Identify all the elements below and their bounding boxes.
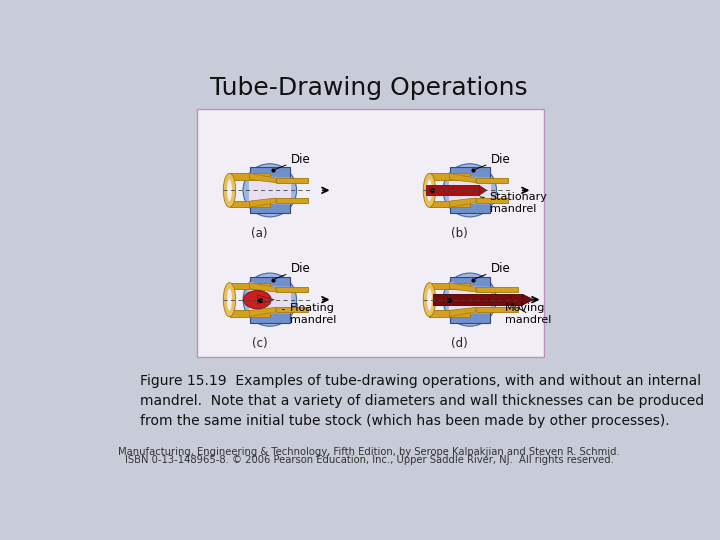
Ellipse shape: [423, 283, 436, 316]
Polygon shape: [230, 310, 270, 316]
Bar: [250, 276, 290, 323]
Text: (a): (a): [251, 227, 268, 240]
Text: Die: Die: [275, 262, 311, 279]
Text: (c): (c): [252, 336, 268, 349]
Text: (b): (b): [451, 227, 468, 240]
FancyBboxPatch shape: [197, 110, 544, 357]
Text: Floating
mandrel: Floating mandrel: [282, 303, 336, 325]
Ellipse shape: [443, 273, 497, 326]
Ellipse shape: [443, 164, 497, 217]
Ellipse shape: [227, 289, 232, 310]
Text: ISBN 0-13-148965-8. © 2006 Pearson Education, Inc., Upper Saddle River, NJ.  All: ISBN 0-13-148965-8. © 2006 Pearson Educa…: [125, 455, 613, 465]
Text: Manufacturing, Engineering & Technology, Fifth Edition, by Serope Kalpakjian and: Manufacturing, Engineering & Technology,…: [118, 448, 620, 457]
Polygon shape: [276, 287, 308, 292]
Text: Stationary
mandrel: Stationary mandrel: [480, 192, 548, 214]
Polygon shape: [429, 310, 469, 316]
Text: Die: Die: [475, 262, 511, 279]
Bar: [449, 276, 490, 323]
Text: Figure 15.19  Examples of tube-drawing operations, with and without an internal
: Figure 15.19 Examples of tube-drawing op…: [140, 374, 704, 428]
Ellipse shape: [427, 289, 432, 310]
Bar: [449, 167, 490, 213]
Bar: [433, 294, 522, 305]
Ellipse shape: [243, 273, 297, 326]
Bar: [276, 178, 290, 202]
Polygon shape: [257, 295, 274, 304]
Polygon shape: [230, 283, 270, 289]
Polygon shape: [476, 287, 518, 292]
Polygon shape: [250, 173, 276, 183]
Polygon shape: [449, 283, 476, 292]
Ellipse shape: [227, 179, 232, 201]
Polygon shape: [250, 307, 276, 316]
Text: Die: Die: [275, 153, 311, 169]
Polygon shape: [429, 283, 469, 289]
Polygon shape: [250, 283, 276, 292]
Polygon shape: [276, 198, 308, 202]
Polygon shape: [429, 201, 469, 207]
Polygon shape: [449, 283, 476, 316]
Polygon shape: [479, 185, 487, 195]
Polygon shape: [476, 307, 518, 312]
Text: Moving
mandrel: Moving mandrel: [505, 303, 552, 325]
Polygon shape: [449, 198, 476, 207]
Polygon shape: [449, 173, 476, 183]
Ellipse shape: [223, 283, 235, 316]
Polygon shape: [230, 173, 270, 179]
Text: Die: Die: [475, 153, 511, 169]
Polygon shape: [449, 173, 476, 207]
Text: Tube-Drawing Operations: Tube-Drawing Operations: [210, 76, 528, 100]
Polygon shape: [476, 198, 508, 202]
Ellipse shape: [223, 173, 235, 207]
Polygon shape: [522, 294, 534, 305]
Bar: [250, 167, 290, 213]
Polygon shape: [476, 178, 508, 183]
Polygon shape: [250, 283, 276, 316]
Bar: [276, 287, 290, 312]
Polygon shape: [276, 307, 308, 312]
Polygon shape: [230, 201, 270, 207]
Ellipse shape: [423, 173, 436, 207]
Ellipse shape: [427, 179, 432, 201]
Polygon shape: [449, 307, 476, 316]
Polygon shape: [429, 173, 469, 179]
Bar: [426, 185, 479, 195]
Polygon shape: [250, 198, 276, 207]
Bar: [476, 178, 490, 202]
Bar: [476, 287, 490, 312]
Ellipse shape: [243, 164, 297, 217]
Text: (d): (d): [451, 336, 468, 349]
Polygon shape: [250, 173, 276, 207]
Ellipse shape: [243, 291, 271, 309]
Polygon shape: [276, 178, 308, 183]
